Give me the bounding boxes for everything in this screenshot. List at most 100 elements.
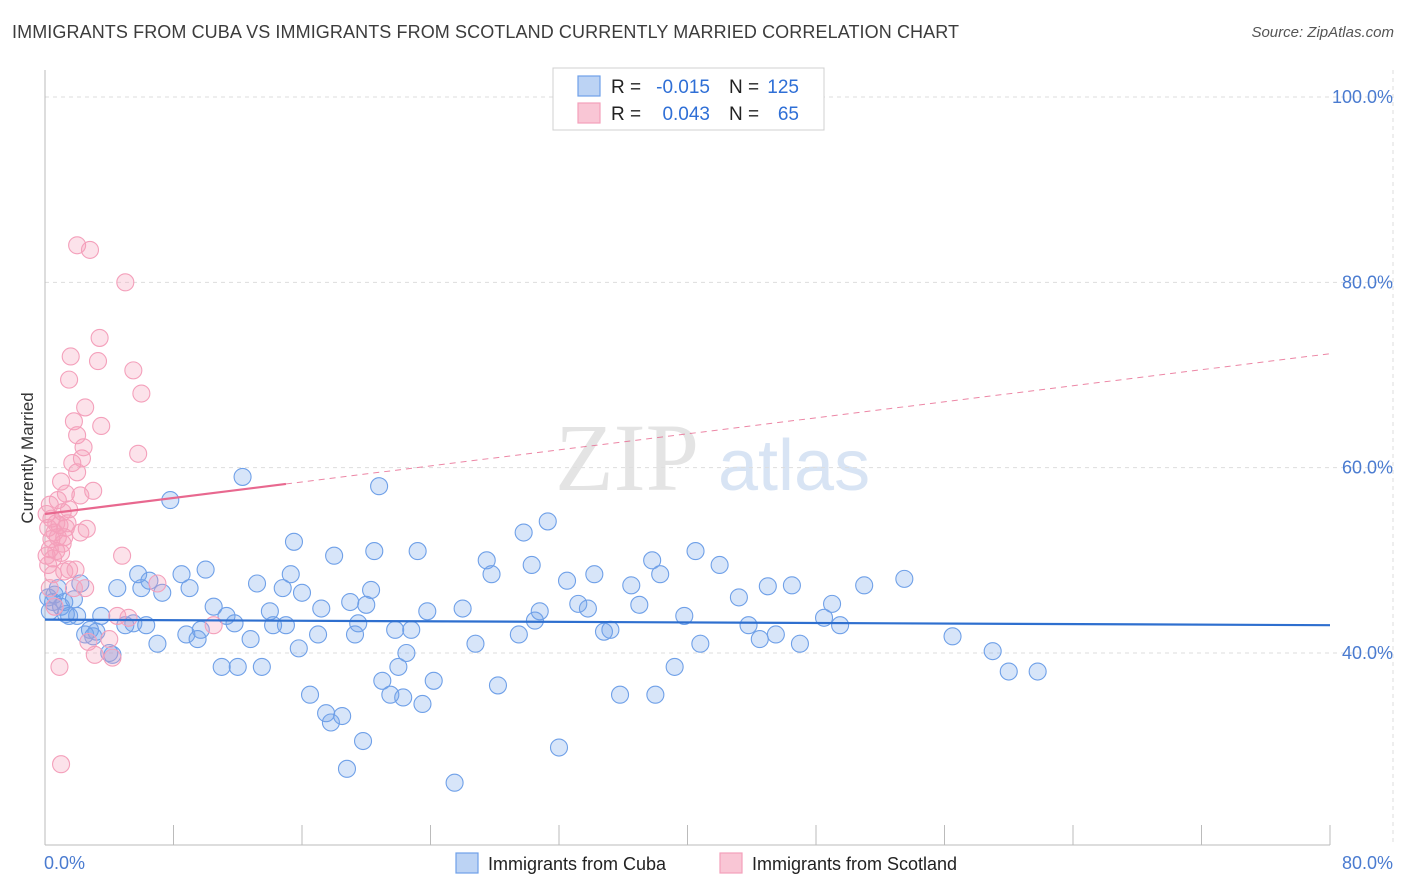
data-point-scotland <box>56 484 75 503</box>
data-point-cuba <box>284 532 304 551</box>
data-point-scotland <box>63 453 82 473</box>
data-point-cuba <box>321 713 340 732</box>
data-point-cuba <box>373 671 392 690</box>
data-point-cuba <box>177 625 196 644</box>
data-point-cuba <box>418 602 437 621</box>
data-point-cuba <box>525 611 544 630</box>
data-point-cuba <box>466 634 485 653</box>
data-point-scotland <box>77 519 96 538</box>
data-point-cuba <box>341 592 360 612</box>
data-point-cuba <box>782 576 801 595</box>
data-point-cuba <box>622 576 641 595</box>
data-point-cuba <box>370 477 389 496</box>
data-point-cuba <box>312 599 331 618</box>
chart-title: IMMIGRANTS FROM CUBA VS IMMIGRANTS FROM … <box>12 22 960 42</box>
data-point-scotland <box>52 472 71 491</box>
data-point-cuba <box>488 676 508 695</box>
watermark-atlas: atlas <box>718 426 870 506</box>
data-point-cuba <box>345 625 365 644</box>
data-point-cuba <box>353 731 373 751</box>
data-point-scotland <box>124 361 143 380</box>
data-point-cuba <box>509 625 528 644</box>
legend-r-label-cuba: R = <box>611 77 641 98</box>
data-point-cuba <box>337 759 357 778</box>
data-point-cuba <box>710 555 729 575</box>
legend-swatch-scotland <box>577 102 601 124</box>
bottom-legend-swatch-cuba <box>455 852 479 874</box>
data-point-scotland <box>64 579 83 598</box>
data-point-scotland <box>55 562 74 581</box>
data-point-scotland <box>116 273 135 292</box>
data-point-scotland <box>68 463 87 482</box>
data-point-cuba <box>153 583 172 602</box>
data-point-scotland <box>80 240 100 259</box>
data-point-cuba <box>1028 662 1047 681</box>
data-point-cuba <box>665 657 684 676</box>
series-cuba <box>39 467 1047 792</box>
data-point-cuba <box>831 616 850 635</box>
data-point-cuba <box>357 595 376 614</box>
data-point-cuba <box>983 642 1002 661</box>
data-point-cuba <box>643 551 662 570</box>
data-point-cuba <box>92 606 111 625</box>
data-point-cuba <box>729 588 748 607</box>
trend-line-cuba <box>44 618 1331 627</box>
x-tick-label-max: 80.0% <box>1342 853 1393 873</box>
data-point-cuba <box>453 599 472 618</box>
data-point-cuba <box>389 657 408 676</box>
data-point-cuba <box>56 605 75 624</box>
data-point-cuba <box>252 657 271 676</box>
data-point-cuba <box>445 773 464 792</box>
x-tick-marks <box>44 825 1331 845</box>
legend-r-value-cuba: -0.015 <box>656 77 710 98</box>
data-point-cuba <box>557 571 577 590</box>
data-point-cuba <box>273 579 292 598</box>
data-point-cuba <box>292 583 312 602</box>
x-tick-label-min: 0.0% <box>44 853 85 873</box>
trend-lines <box>44 353 1331 627</box>
legend-n-label-scotland: N = <box>729 104 759 125</box>
legend-box: R = -0.015 N = 125 R = 0.043 N = 65 <box>552 67 825 131</box>
data-point-scotland <box>148 574 167 593</box>
legend-n-label-cuba: N = <box>729 77 759 98</box>
data-point-scotland <box>52 755 71 774</box>
trend-line-scotland-solid <box>44 482 287 516</box>
data-point-scotland <box>132 384 151 403</box>
data-point-cuba <box>790 634 809 653</box>
data-point-cuba <box>578 599 597 618</box>
legend-swatch-cuba <box>577 75 601 97</box>
data-point-cuba <box>349 614 368 633</box>
bottom-legend-label-cuba: Immigrants from Cuba <box>488 854 667 874</box>
data-point-cuba <box>196 560 215 579</box>
data-point-scotland <box>92 416 111 436</box>
y-tick-label: 40.0% <box>1342 643 1393 663</box>
series-scotland <box>37 236 223 774</box>
data-point-cuba <box>386 620 405 639</box>
data-point-cuba <box>477 551 496 570</box>
data-point-cuba <box>514 523 533 542</box>
data-point-cuba <box>585 565 604 584</box>
data-point-cuba <box>758 577 777 596</box>
data-point-cuba <box>362 580 381 600</box>
y-tick-label: 60.0% <box>1342 458 1393 478</box>
data-point-cuba <box>522 555 541 575</box>
data-point-scotland <box>52 543 71 562</box>
data-point-scotland <box>47 514 66 533</box>
bottom-legend-label-scotland: Immigrants from Scotland <box>752 854 957 874</box>
gridlines <box>45 70 1394 845</box>
data-point-cuba <box>309 625 328 644</box>
y-tick-label: 100.0% <box>1332 87 1393 107</box>
data-point-cuba <box>601 620 620 639</box>
data-point-cuba <box>538 512 557 531</box>
bottom-legend-swatch-scotland <box>719 852 743 874</box>
watermark-zip: ZIP <box>555 404 699 511</box>
data-point-scotland <box>85 645 104 664</box>
data-point-scotland <box>119 608 138 627</box>
data-point-cuba <box>204 597 223 616</box>
source-label: Source: ZipAtlas.com <box>1251 24 1394 41</box>
data-point-scotland <box>90 328 109 347</box>
data-point-cuba <box>225 614 244 633</box>
data-point-scotland <box>76 398 95 417</box>
data-point-cuba <box>148 634 167 653</box>
